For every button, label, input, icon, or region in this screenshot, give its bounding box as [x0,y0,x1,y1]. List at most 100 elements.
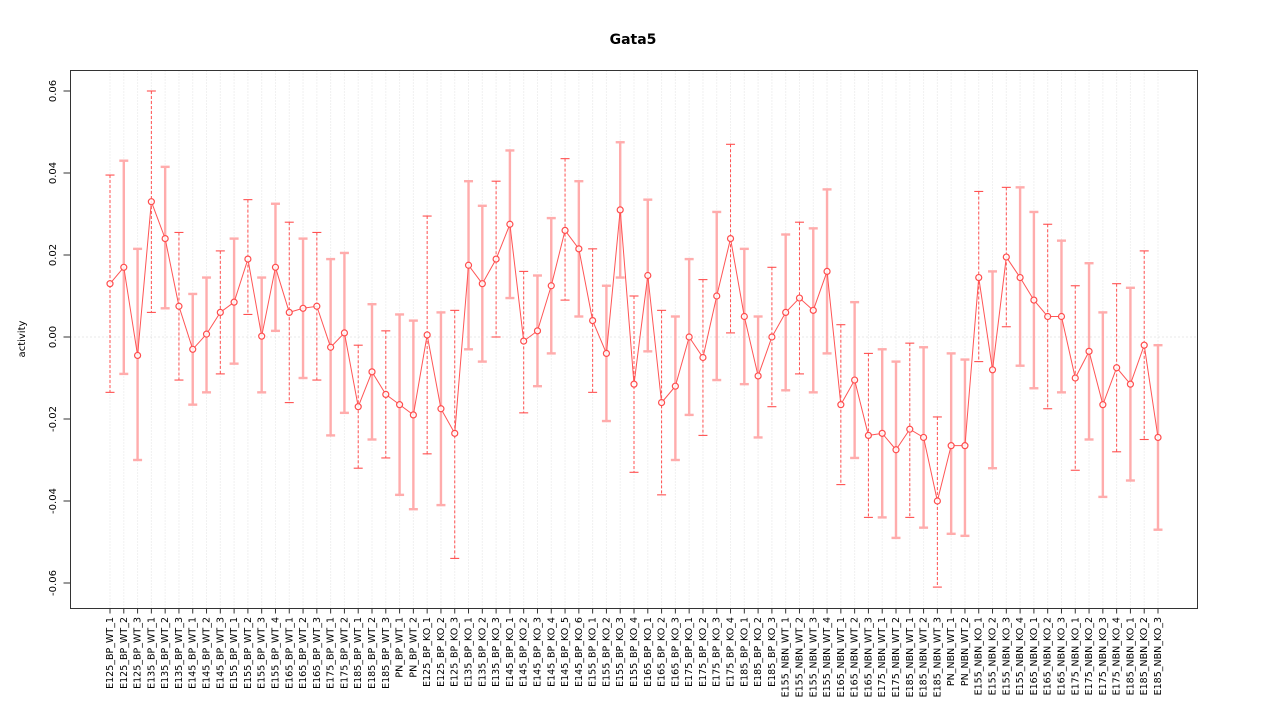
data-point [919,433,928,442]
data-point [244,255,252,263]
data-point [327,343,335,351]
data-point [437,405,445,413]
x-tick-label: E125_BP_KO_2 [436,617,447,687]
error-bar [174,231,184,381]
plot-box [70,70,1198,609]
x-tick-label: E155_BP_KO_3 [615,617,626,687]
data-point [464,261,473,269]
x-tick-label: E155_NBN_KO_4 [1015,617,1026,695]
x-tick-label: E155_BP_WT_1 [229,617,240,689]
x-tick-label: E175_BP_KO_3 [712,617,723,687]
data-point [285,308,293,316]
x-tick-label: E185_BP_WT_1 [353,617,364,689]
error-bar [105,174,115,393]
y-tick-label: -0.06 [48,570,59,596]
x-tick-label: E165_BP_KO_2 [657,617,668,687]
x-tick-label: E155_NBN_WT_1 [781,617,792,697]
error-bar [422,215,432,455]
error-bar [1139,250,1149,441]
x-tick-label: E125_BP_KO_3 [450,617,461,687]
x-tick-label: E145_BP_KO_2 [519,617,530,687]
error-bar [312,231,322,381]
data-point [547,282,555,290]
x-tick-label: E155_BP_WT_2 [243,617,254,689]
x-tick-label: E185_BP_KO_2 [753,617,764,687]
x-tick-label: E175_NBN_WT_2 [891,617,902,697]
data-point [616,206,624,214]
x-tick-label: E165_NBN_WT_2 [850,617,861,697]
data-point [851,376,859,384]
y-tick-label: -0.04 [48,488,59,514]
x-tick-label: E155_NBN_WT_2 [794,617,805,697]
data-point [1113,364,1121,372]
error-bar [726,143,736,334]
x-tick-label: E175_BP_WT_2 [339,617,350,689]
x-tick-label: E145_BP_KO_3 [532,617,543,687]
x-tick-label: E125_BP_WT_3 [133,617,144,689]
x-tick-label: E165_BP_KO_1 [643,617,654,687]
data-point [299,304,307,312]
x-tick-label: E125_BP_WT_2 [119,617,130,689]
error-bar [629,295,639,473]
data-point [671,382,679,390]
data-point [368,368,376,376]
error-bar [450,309,460,559]
x-tick-label: E175_NBN_KO_4 [1112,617,1123,695]
x-tick-label: E155_BP_KO_2 [601,617,612,687]
x-tick-label: E175_NBN_KO_3 [1098,617,1109,695]
data-point [809,306,817,314]
error-bars [105,90,1163,588]
error-bar [767,266,777,408]
data-point [478,280,486,288]
data-point [644,271,652,280]
x-tick-label: E145_BP_KO_5 [560,617,571,687]
data-point [1099,401,1107,409]
x-tick-label: E125_BP_WT_1 [105,617,116,689]
data-point [161,235,169,243]
y-tick-label: 0.04 [48,162,59,184]
x-tick-label: E175_NBN_KO_1 [1070,617,1081,695]
x-tick-label: E185_NBN_KO_1 [1125,617,1136,695]
x-tick-label: E175_BP_KO_2 [698,617,709,687]
x-tick-label: E185_NBN_KO_3 [1153,617,1164,695]
error-bar [1001,186,1011,328]
x-tick-label: E165_BP_KO_3 [670,617,681,687]
error-bar [1112,283,1122,453]
data-point [520,337,528,345]
axes [63,70,1198,614]
data-point [354,403,362,411]
data-point [561,226,569,234]
x-tick-label: E165_NBN_WT_1 [836,617,847,697]
data-point [395,401,404,409]
x-tick-label: E165_NBN_KO_1 [1029,617,1040,695]
data-point [313,302,321,310]
data-point [189,345,197,353]
data-point [1016,273,1024,282]
x-tick-label: E155_NBN_KO_3 [1001,617,1012,695]
x-tick-label: E175_BP_KO_4 [726,617,737,687]
data-point [726,235,735,243]
data-point [768,333,776,341]
data-point [1044,312,1052,321]
data-point [340,329,349,337]
x-tick-label: E185_BP_WT_2 [367,617,378,689]
x-tick-label: E145_BP_KO_6 [574,617,585,687]
data-point [713,292,721,300]
x-tick-label: E135_BP_KO_1 [464,617,475,687]
chart-title: Gata5 [610,32,657,48]
x-tick-label: E145_BP_KO_4 [546,617,557,687]
data-point [823,267,831,275]
x-tick-label: E175_BP_KO_1 [684,617,695,687]
y-tick-label: 0.00 [48,326,59,348]
x-tick-label: E135_BP_KO_3 [491,617,502,687]
data-point [492,255,500,263]
data-point [657,399,666,407]
data-point [230,298,238,306]
y-tick-label: 0.06 [48,80,59,102]
data-point [271,263,280,271]
data-point [589,317,597,325]
data-points [106,198,1162,505]
x-tick-label: E155_BP_KO_4 [629,617,640,687]
